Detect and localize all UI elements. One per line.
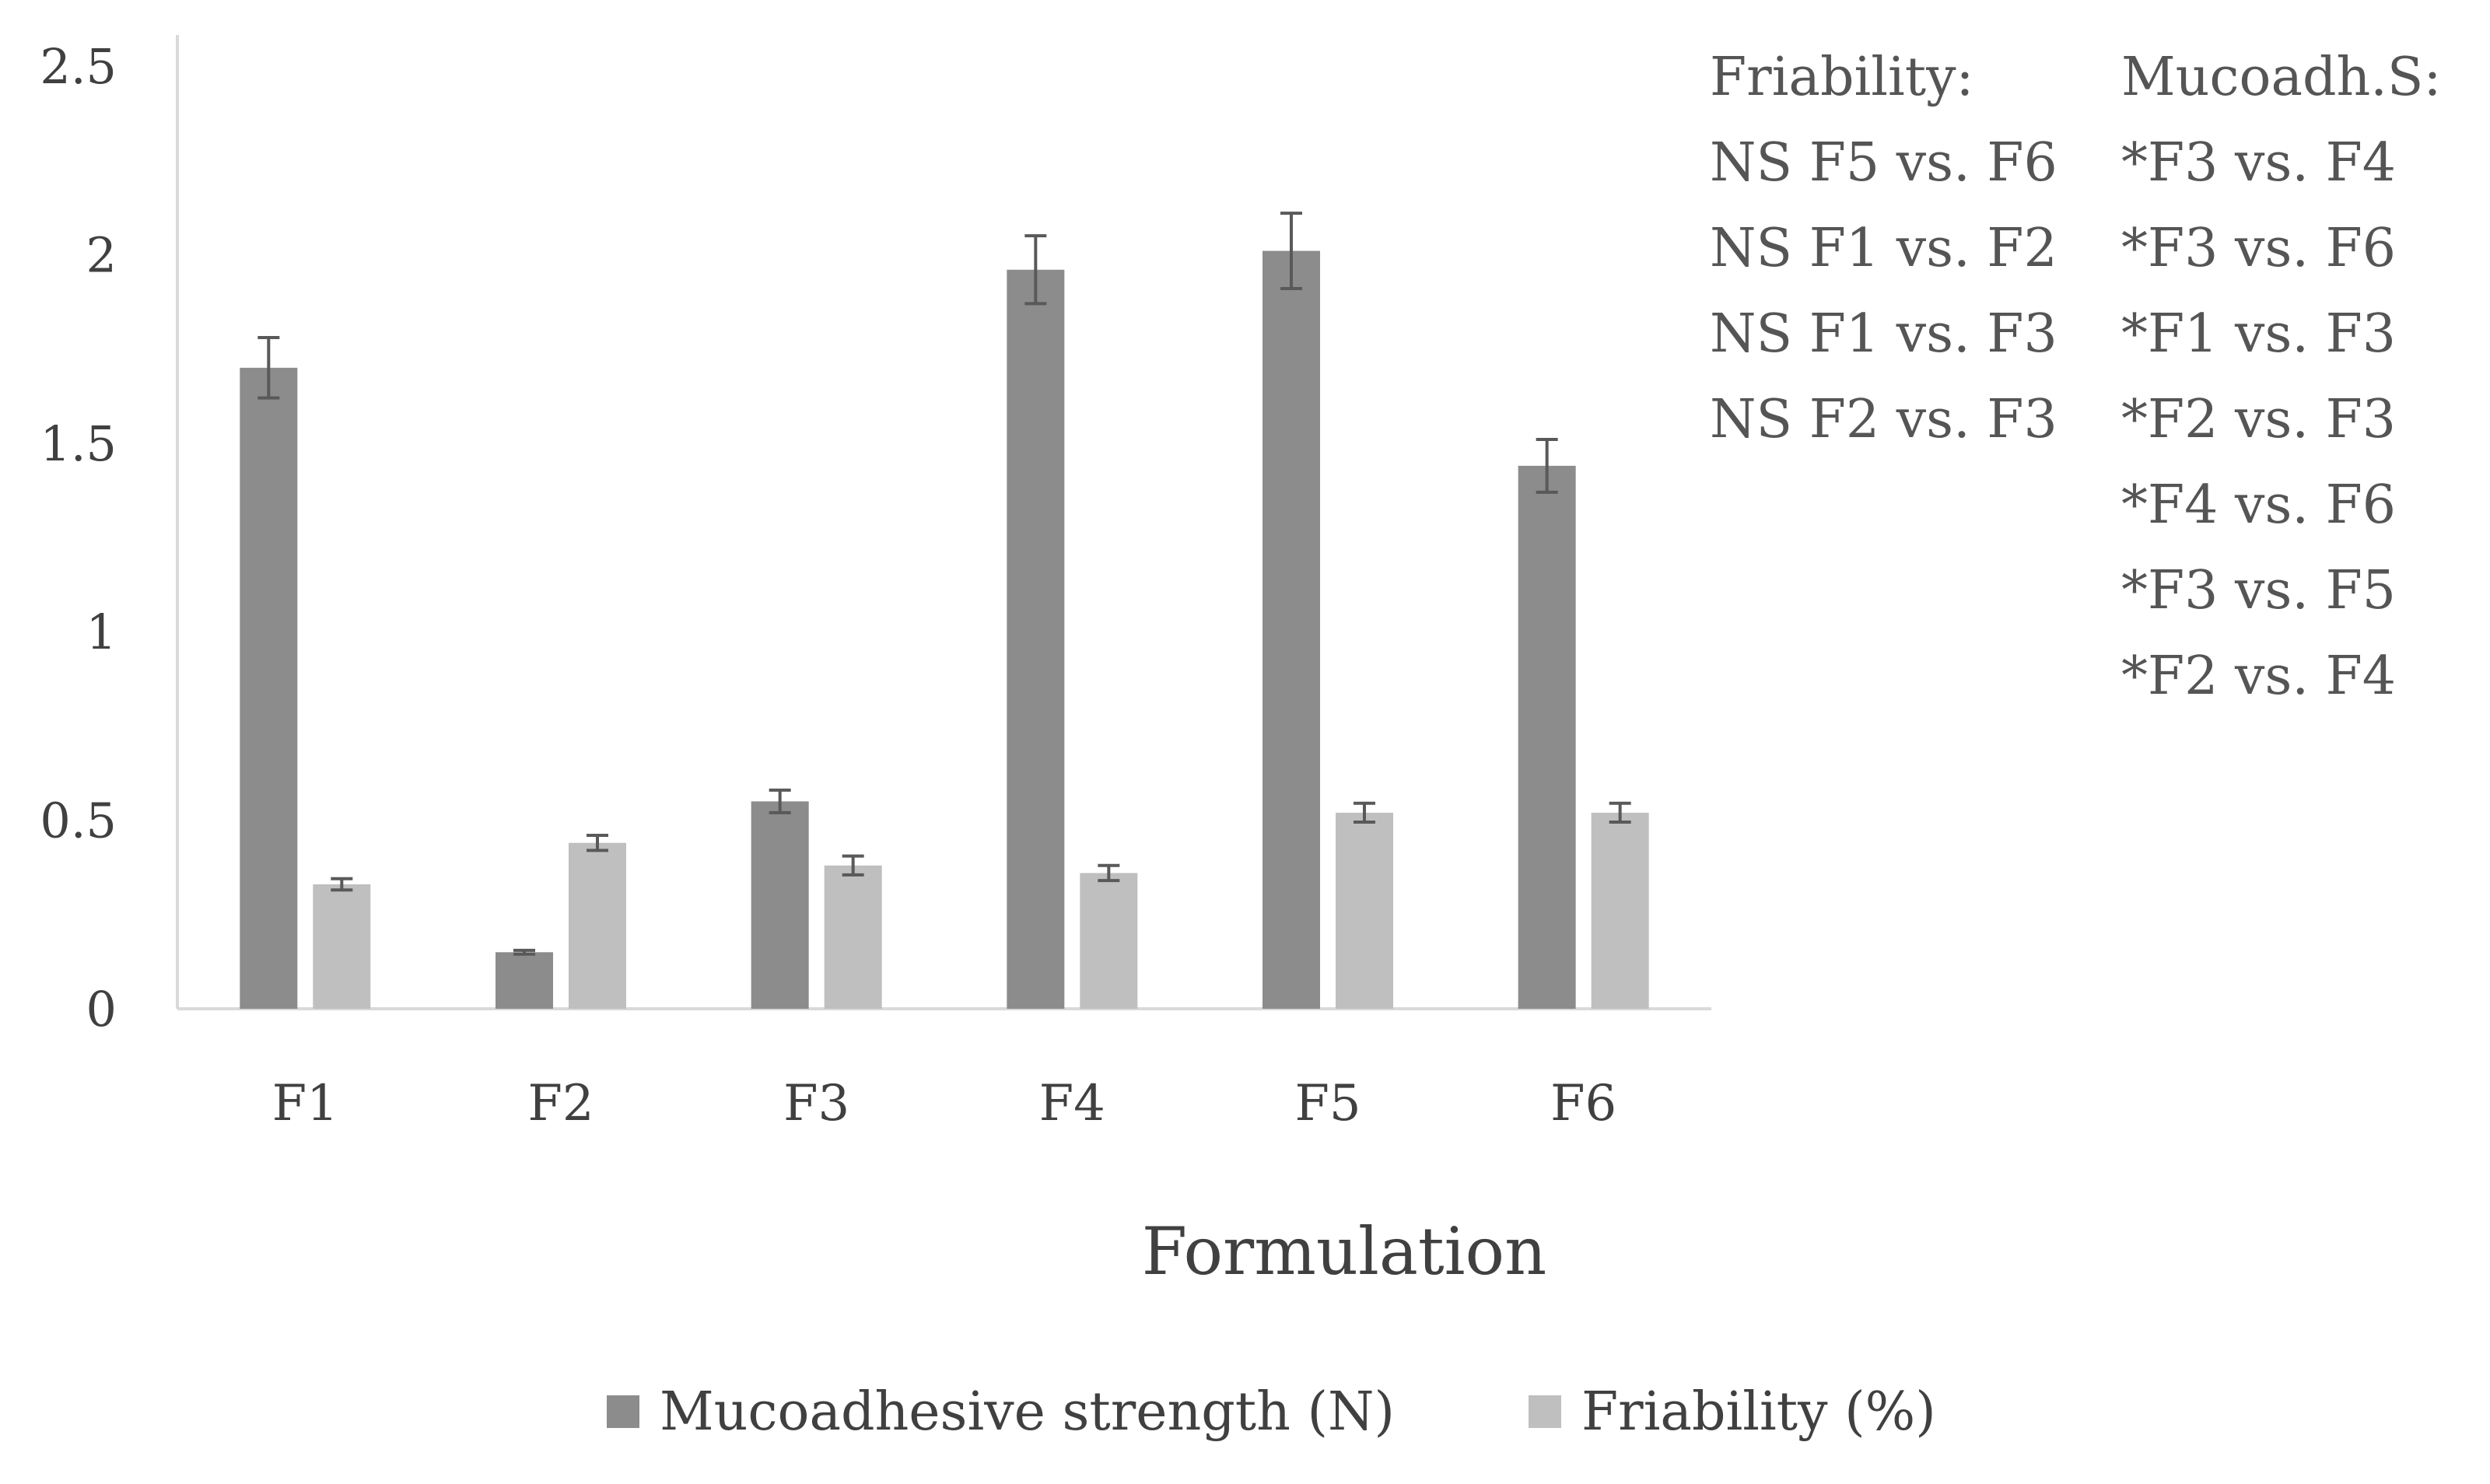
y-tick-label: 0.5: [40, 793, 117, 849]
x-tick-label: F1: [272, 1075, 338, 1132]
error-bar: [1024, 234, 1047, 306]
error-bar: [513, 948, 535, 956]
legend-label: Friability (%): [1581, 1381, 1936, 1443]
friability-annotations: Friability: NS F5 vs. F6 NS F1 vs. F2 NS F1…: [1710, 47, 2057, 450]
bar-mucoadhesive-f3: [751, 801, 809, 1009]
significance-annotations: Friability: NS F5 vs. F6 NS F1 vs. F2 NS F1…: [1710, 47, 2441, 707]
bar-friability-f3: [824, 865, 882, 1009]
axes: [176, 35, 1711, 1010]
bar-friability-f4: [1080, 873, 1138, 1009]
error-bar: [769, 788, 791, 814]
mucoadhesion-annotations: Mucoadh.S: *F3 vs. F4 *F3 vs. F6 *F1 vs. F3…: [2121, 47, 2441, 707]
annotation-item: *F1 vs. F3: [2121, 303, 2396, 365]
annotation-item: NS F5 vs. F6: [1710, 132, 2057, 194]
error-bar: [1536, 437, 1558, 494]
bars: [240, 212, 1649, 1010]
annotation-title: Mucoadh.S:: [2121, 47, 2441, 108]
bar-mucoadhesive-f1: [240, 367, 298, 1010]
annotation-item: *F3 vs. F4: [2121, 132, 2396, 194]
annotation-title: Friability:: [1710, 47, 1973, 108]
y-tick-label: 1.5: [40, 415, 117, 472]
y-tick-label: 2: [86, 226, 117, 283]
annotation-item: NS F1 vs. F3: [1710, 303, 2057, 365]
x-axis-categories: F1 F2 F3 F4 F5 F6: [272, 1075, 1616, 1132]
error-bar: [587, 833, 608, 852]
bar-friability-f1: [313, 884, 371, 1009]
legend-swatch: [1529, 1395, 1561, 1428]
x-tick-label: F2: [527, 1075, 594, 1132]
y-axis-ticks: 0 0.5 1 1.5 2 2.5: [40, 38, 117, 1038]
annotation-item: *F3 vs. F6: [2121, 218, 2396, 279]
legend-label: Mucoadhesive strength (N): [660, 1381, 1395, 1443]
bar-mucoadhesive-f6: [1518, 465, 1576, 1009]
annotation-item: NS F1 vs. F2: [1710, 218, 2057, 279]
annotation-item: NS F2 vs. F3: [1710, 389, 2057, 450]
error-bar: [1609, 801, 1631, 824]
y-tick-label: 0: [86, 981, 117, 1038]
x-axis-label: Formulation: [1142, 1213, 1546, 1290]
x-tick-label: F4: [1039, 1075, 1105, 1132]
error-bar: [331, 877, 353, 892]
annotation-item: *F4 vs. F6: [2121, 474, 2396, 536]
bar-friability-f5: [1336, 812, 1393, 1009]
legend: Mucoadhesive strength (N) Friability (%): [607, 1381, 1936, 1443]
x-tick-label: F5: [1294, 1075, 1361, 1132]
bar-mucoadhesive-f4: [1007, 269, 1065, 1009]
annotation-item: *F2 vs. F4: [2121, 646, 2396, 707]
x-tick-label: F6: [1550, 1075, 1616, 1132]
annotation-item: *F2 vs. F3: [2121, 389, 2396, 450]
error-bar: [1354, 801, 1375, 824]
bar-mucoadhesive-f2: [496, 952, 553, 1009]
x-tick-label: F3: [783, 1075, 849, 1132]
bar-friability-f6: [1591, 812, 1649, 1009]
y-tick-label: 2.5: [40, 38, 117, 95]
annotation-item: *F3 vs. F5: [2121, 560, 2396, 621]
bar-friability-f2: [569, 842, 626, 1009]
y-tick-label: 1: [86, 604, 117, 660]
bar-mucoadhesive-f5: [1263, 250, 1320, 1009]
legend-swatch: [607, 1395, 639, 1428]
error-bar: [842, 854, 864, 877]
error-bar: [257, 336, 280, 400]
error-bar: [1098, 863, 1120, 883]
error-bar: [1280, 212, 1302, 291]
